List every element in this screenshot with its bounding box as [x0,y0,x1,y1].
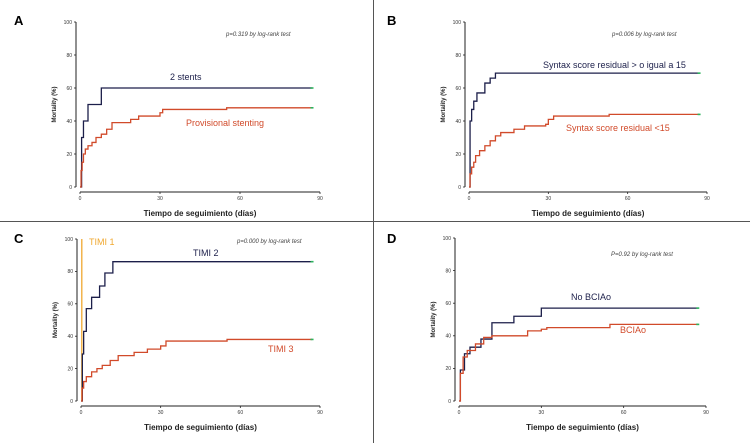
y-axis-label: Mortality (%) [53,302,59,338]
series-line-bciao [459,323,698,402]
y-tick-label: 60 [66,86,72,92]
y-tick-label: 100 [64,20,73,26]
x-tick-label: 90 [317,410,323,416]
x-tick-label: 90 [704,196,710,202]
y-tick-label: 100 [443,236,452,242]
y-tick-label: 60 [67,302,73,308]
y-axis-label: Mortality (%) [52,86,58,122]
x-tick-label: 60 [237,196,243,202]
x-tick-label: 30 [158,410,164,416]
y-tick-label: 80 [445,268,451,274]
series-line-syntax-score-residual-o-igual-a-15 [469,72,700,188]
y-tick-label: 60 [445,301,451,307]
series-line-timi-2 [81,261,313,402]
series-line-timi-3 [81,338,313,402]
panel-c: C 0 20 40 60 80 100 0 30 60 90 Mortality (%) Tiempo … [14,231,323,432]
x-tick-label: 30 [546,196,552,202]
y-tick-label: 40 [66,119,72,125]
y-tick-label: 0 [70,399,73,405]
series-line-2-stents [80,87,312,188]
y-tick-label: 0 [458,185,461,191]
panel-label: C [14,231,24,246]
x-tick-label: 0 [458,410,461,416]
divider-horizontal [0,221,750,222]
series-label: TIMI 1 [89,237,115,247]
y-tick-label: 80 [455,53,461,59]
pvalue-annotation: P=0.92 by log-rank test [611,252,673,258]
y-tick-label: 40 [445,334,451,340]
x-axis-label: Tiempo de seguimiento (días) [144,209,257,218]
x-tick-label: 0 [468,196,471,202]
x-tick-label: 30 [539,410,545,416]
x-axis-label: Tiempo de seguimiento (días) [532,209,645,218]
y-axis-label: Mortality (%) [441,86,447,122]
y-axis-label: Mortality (%) [431,301,437,337]
panel-label: D [387,231,396,246]
x-axis-label: Tiempo de seguimiento (días) [526,423,639,432]
panel-label: B [387,13,396,28]
y-tick-label: 20 [67,366,73,372]
x-tick-label: 0 [79,196,82,202]
x-tick-label: 0 [80,410,83,416]
y-tick-label: 80 [66,53,72,59]
series-label: Provisional stenting [186,118,264,128]
pvalue-annotation: p=0.006 by log-rank test [611,32,677,38]
y-tick-label: 40 [455,119,461,125]
x-tick-label: 60 [621,410,627,416]
panel-a: A 0 20 40 60 80 100 0 30 60 90 Mortality (%) Tiempo … [14,13,323,218]
series-label: TIMI 3 [268,344,294,354]
pvalue-annotation: p=0.319 by log-rank test [225,32,291,38]
x-tick-label: 60 [625,196,631,202]
x-axis-label: Tiempo de seguimiento (días) [144,423,257,432]
x-tick-label: 30 [157,196,163,202]
panel-d: D 0 20 40 60 80 100 0 30 60 90 Mortality (%) Tiempo … [387,231,709,432]
series-line-syntax-score-residual-15 [469,113,700,188]
series-label: 2 stents [170,72,202,82]
series-label: No BCIAo [571,292,611,302]
series-line-timi-1 [81,239,83,402]
y-tick-label: 20 [455,152,461,158]
panel-b: B 0 20 40 60 80 100 0 30 60 90 Mortality (%) Tiempo … [387,13,710,218]
y-tick-label: 80 [67,269,73,275]
y-tick-label: 20 [66,152,72,158]
series-line-no-bciao [459,307,698,402]
pvalue-annotation: p=0.000 by log-rank test [236,239,302,245]
y-tick-label: 0 [448,399,451,405]
series-label: BCIAo [620,325,646,335]
y-tick-label: 20 [445,366,451,372]
series-line-provisional-stenting [80,107,312,188]
y-tick-label: 60 [455,86,461,92]
y-tick-label: 40 [67,334,73,340]
x-tick-label: 90 [317,196,323,202]
series-label: Syntax score residual > o igual a 15 [543,60,686,70]
x-tick-label: 90 [703,410,709,416]
y-tick-label: 0 [69,185,72,191]
x-tick-label: 60 [238,410,244,416]
panel-label: A [14,13,24,28]
y-tick-label: 100 [65,237,74,243]
y-tick-label: 100 [453,20,462,26]
series-label: TIMI 2 [193,248,219,258]
series-label: Syntax score residual <15 [566,123,670,133]
